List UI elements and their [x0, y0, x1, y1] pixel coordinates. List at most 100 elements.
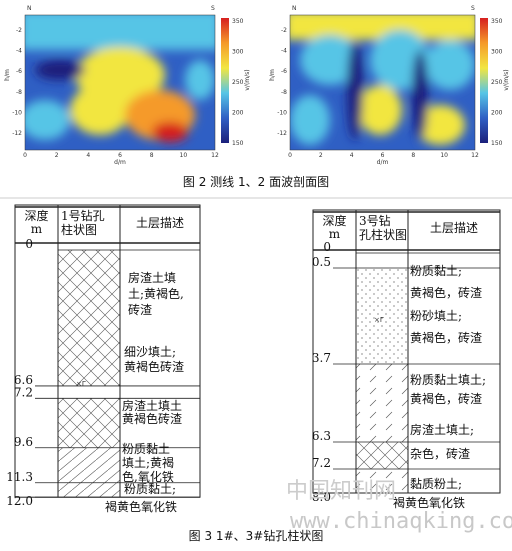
- layer-description: 房渣土填土: [122, 398, 182, 413]
- colorbar: [480, 18, 488, 143]
- x-tick-label: 12: [471, 152, 479, 159]
- heatmap: [25, 15, 215, 150]
- x-tick-label: 6: [118, 152, 122, 159]
- x-tick-label: 4: [350, 152, 354, 159]
- layer-description: 细沙填土;: [124, 345, 176, 359]
- bottom-note: 褐黄色氧化铁: [105, 499, 177, 514]
- x-tick-label: 4: [86, 152, 90, 159]
- layer-description: 粉砂填土;: [410, 309, 462, 323]
- layer-pattern: [356, 469, 408, 493]
- depth-header: m: [329, 227, 341, 241]
- colorbar-tick-label: 250: [232, 79, 244, 86]
- layer-description: 黄褐色，砖渣: [410, 285, 482, 300]
- description-header: 土层描述: [136, 216, 184, 230]
- label: S: [471, 5, 475, 12]
- x-tick-label: 2: [55, 152, 59, 159]
- layer-description: 砖渣: [128, 302, 152, 317]
- y-tick-label: -12: [12, 130, 22, 137]
- depth-label: 6.6: [14, 373, 33, 387]
- depth-label: 0: [25, 237, 33, 251]
- symbol: ×Γ: [76, 380, 86, 388]
- caption: 图 2 测线 1、2 面波剖面图: [183, 175, 329, 189]
- label: N: [27, 5, 32, 12]
- colorbar-label: v/(m/s): [244, 69, 251, 90]
- x-tick-label: 8: [150, 152, 154, 159]
- plot-frame: [289, 14, 476, 151]
- colorbar-tick-label: 200: [232, 110, 244, 117]
- layer-pattern: [58, 482, 120, 498]
- depth-header: 深度: [24, 208, 48, 223]
- layer-description: 填土;黄褐: [122, 455, 174, 470]
- x-tick-label: 6: [381, 152, 385, 159]
- y-tick-label: -8: [281, 89, 287, 96]
- layer-description: 黄褐色砖渣: [124, 359, 184, 374]
- layer-description: 房渣土填: [128, 270, 176, 285]
- colorbar-tick-label: 300: [232, 49, 244, 56]
- layer-description: 黄褐色，砖渣: [410, 391, 482, 406]
- y-tick-label: -10: [12, 109, 22, 116]
- x-tick-label: 0: [288, 152, 292, 159]
- depth-label: 12.0: [6, 494, 33, 508]
- symbol: ×Γ: [374, 316, 384, 324]
- depth-label: 9.6: [14, 435, 33, 449]
- y-tick-label: -10: [277, 109, 287, 116]
- layer-description: 土;黄褐色,: [128, 286, 184, 301]
- column-header: 3号钻: [359, 213, 391, 228]
- colorbar-tick-label: 300: [491, 49, 503, 56]
- x-tick-label: 0: [23, 152, 27, 159]
- layer-pattern: [58, 250, 120, 386]
- label: N: [292, 5, 297, 12]
- layer-pattern: [58, 385, 120, 399]
- y-tick-label: -8: [16, 89, 22, 96]
- x-tick-label: 2: [319, 152, 323, 159]
- layer-pattern: [356, 442, 408, 469]
- layer-description: 杂色，砖渣: [410, 446, 470, 461]
- colorbar-tick-label: 150: [491, 140, 503, 147]
- colorbar: [221, 18, 229, 143]
- y-tick-label: -6: [16, 68, 22, 75]
- colorbar-tick-label: 350: [491, 18, 503, 25]
- layer-description: 粉质黏土填土;: [410, 373, 486, 387]
- layer-pattern: [356, 268, 408, 364]
- x-axis-label: d/m: [377, 159, 389, 166]
- layer-description: 粉质黏土;: [410, 264, 462, 278]
- depth-label: 3.7: [312, 351, 331, 365]
- y-tick-label: -4: [16, 48, 22, 55]
- x-tick-label: 12: [211, 152, 219, 159]
- x-tick-label: 8: [411, 152, 415, 159]
- y-tick-label: -2: [16, 27, 22, 34]
- description-header: 土层描述: [430, 221, 478, 235]
- caption: 图 3 1#、3#钻孔柱状图: [189, 528, 324, 543]
- layer-description: 色,氧化铁: [122, 470, 174, 484]
- x-axis-label: d/m: [114, 159, 126, 166]
- depth-label: 0: [323, 240, 331, 254]
- layer-pattern: [356, 364, 408, 442]
- layer-pattern: [58, 398, 120, 448]
- layer-pattern: [356, 253, 408, 268]
- colorbar-tick-label: 350: [232, 18, 244, 25]
- layer-description: 房渣土填土;: [410, 422, 474, 437]
- column-header: 孔柱状图: [359, 227, 407, 242]
- watermark-url: www.chinaqking.com: [290, 509, 512, 534]
- label: S: [211, 5, 215, 12]
- heatmap: [290, 15, 475, 150]
- column-header: 柱状图: [61, 222, 97, 237]
- column-header: 1号钻孔: [61, 208, 105, 223]
- y-axis-label: h/m: [269, 69, 276, 81]
- x-tick-label: 10: [180, 152, 188, 159]
- x-tick-label: 10: [440, 152, 448, 159]
- bottom-note: 褐黄色氧化铁: [393, 495, 465, 510]
- y-tick-label: -6: [281, 68, 287, 75]
- depth-label: 7.2: [312, 456, 331, 470]
- layer-description: 粉质黏土;: [124, 482, 176, 496]
- colorbar-tick-label: 200: [491, 110, 503, 117]
- colorbar-label: v/(m/s): [503, 69, 510, 90]
- y-tick-label: -12: [277, 130, 287, 137]
- colorbar-tick-label: 150: [232, 140, 244, 147]
- depth-label: 6.3: [312, 429, 331, 443]
- layer-description: 粉质黏土: [122, 442, 170, 456]
- depth-label: 11.3: [6, 470, 33, 484]
- y-axis-label: h/m: [4, 69, 11, 81]
- depth-label: 7.2: [14, 385, 33, 399]
